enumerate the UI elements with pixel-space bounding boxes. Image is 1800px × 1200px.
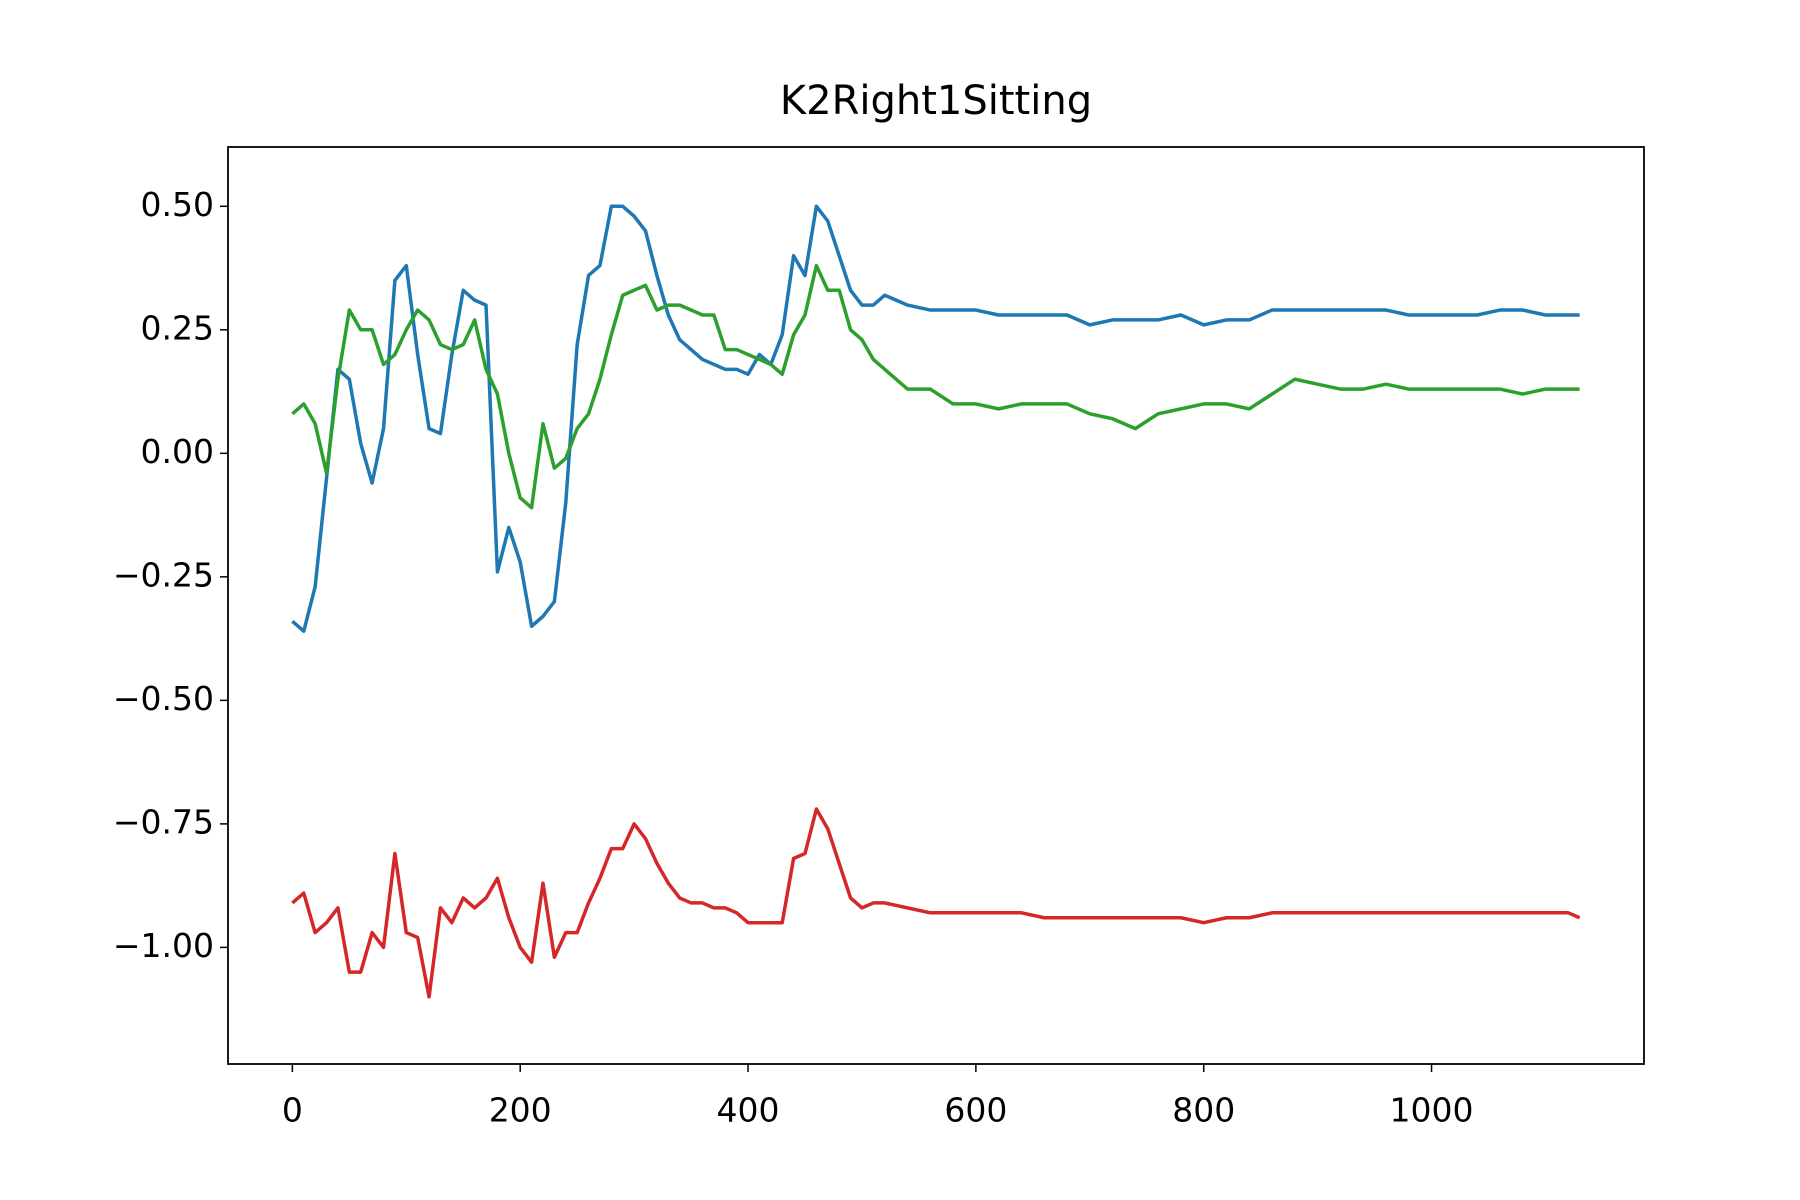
y-tick-label: −0.50 xyxy=(113,679,214,718)
x-tick-label: 400 xyxy=(717,1091,780,1130)
x-tick-label: 800 xyxy=(1172,1091,1235,1130)
data-line xyxy=(291,204,1580,633)
y-tick-label: 0.50 xyxy=(141,185,214,224)
y-tick-label: −0.75 xyxy=(113,802,214,841)
y-tick-label: −0.25 xyxy=(113,555,214,594)
y-tick-label: 0.25 xyxy=(141,308,214,347)
chart-title: K2Right1Sitting xyxy=(780,78,1092,124)
data-line xyxy=(291,263,1580,510)
x-tick-label: 600 xyxy=(944,1091,1007,1130)
data-line xyxy=(291,807,1581,999)
y-tick-label: 0.00 xyxy=(141,432,214,471)
x-tick-label: 0 xyxy=(282,1091,303,1130)
y-tick-label: −1.00 xyxy=(113,926,214,965)
plot-frame xyxy=(227,146,1645,1065)
x-tick-label: 1000 xyxy=(1390,1091,1474,1130)
x-tick-label: 200 xyxy=(489,1091,552,1130)
